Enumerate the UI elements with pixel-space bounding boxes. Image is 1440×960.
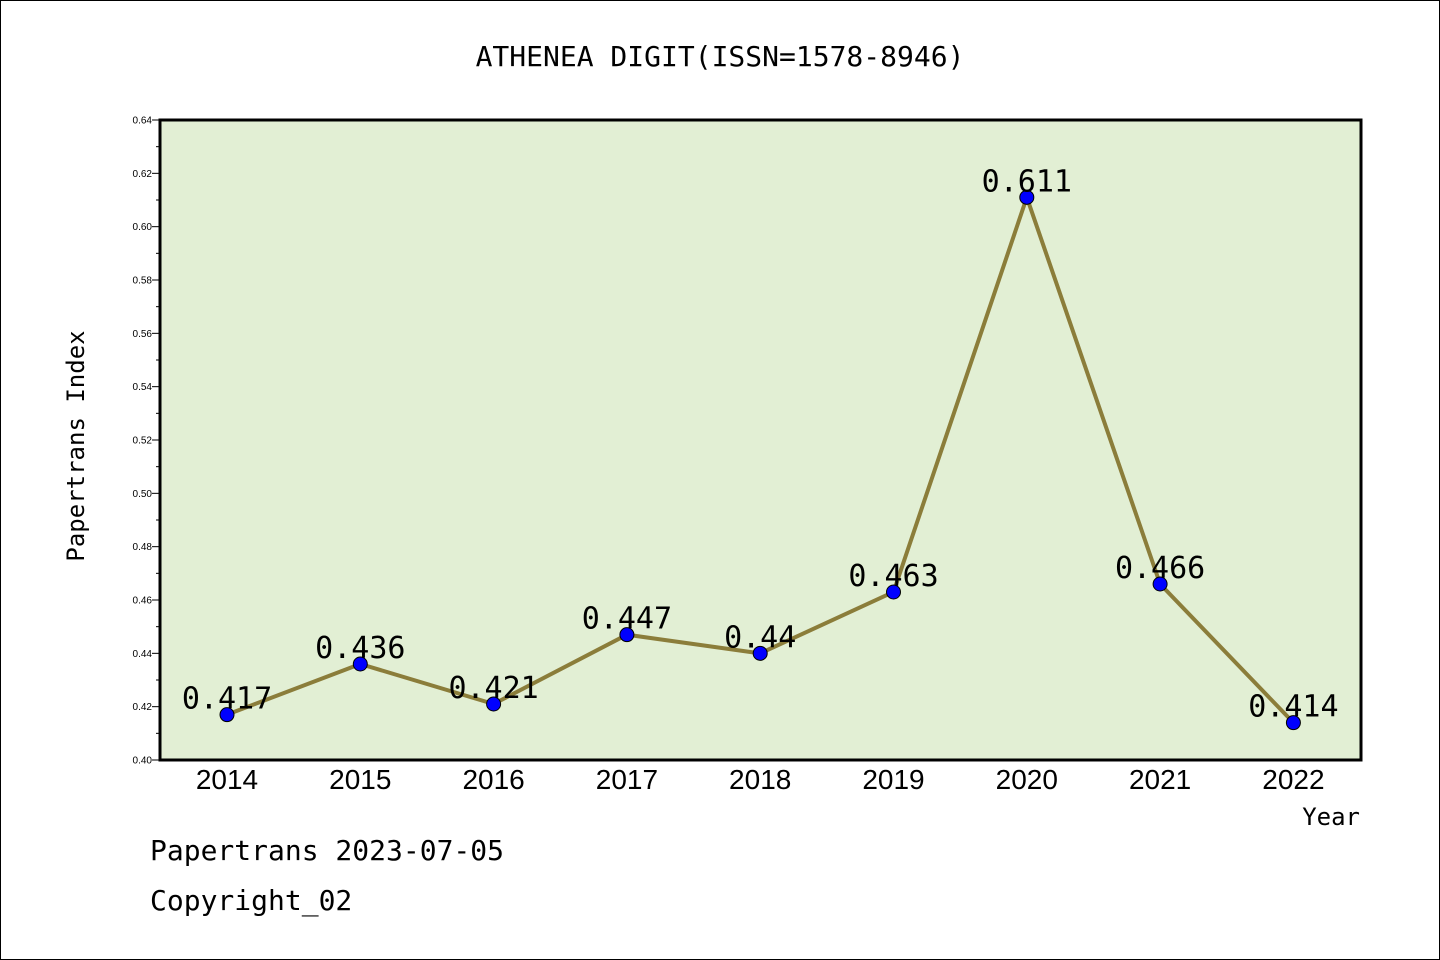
x-tick-label: 2014 bbox=[196, 764, 258, 795]
chart-title: ATHENEA DIGIT(ISSN=1578-8946) bbox=[476, 40, 965, 73]
y-tick-label: 0.40 bbox=[133, 756, 153, 767]
y-tick-label: 0.60 bbox=[133, 222, 153, 233]
data-label: 0.421 bbox=[448, 671, 538, 706]
x-tick-label: 2021 bbox=[1129, 764, 1191, 795]
x-tick-label: 2018 bbox=[729, 764, 791, 795]
y-tick-label: 0.52 bbox=[133, 436, 153, 447]
y-tick-label: 0.56 bbox=[133, 329, 153, 340]
x-tick-label: 2017 bbox=[596, 764, 658, 795]
y-tick-label: 0.54 bbox=[133, 382, 153, 393]
x-tick-label: 2016 bbox=[462, 764, 524, 795]
y-tick-label: 0.62 bbox=[133, 169, 153, 180]
x-tick-label: 2015 bbox=[329, 764, 391, 795]
data-point bbox=[619, 627, 635, 643]
data-point bbox=[352, 656, 368, 672]
y-axis: 0.40 0.42 0.44 0.46 0.48 0.50 0.52 0.54 0.56 0.58… bbox=[133, 116, 160, 767]
x-axis: 2014 2015 2016 2017 2018 2019 2020 2021 2022 bbox=[196, 764, 1325, 795]
data-point bbox=[752, 645, 768, 661]
data-point bbox=[219, 707, 235, 723]
y-tick-label: 0.44 bbox=[133, 649, 153, 660]
x-tick-label: 2019 bbox=[862, 764, 924, 795]
data-label: 0.447 bbox=[582, 602, 672, 637]
data-label: 0.417 bbox=[182, 682, 272, 717]
x-axis-label: Year bbox=[1302, 803, 1360, 831]
y-tick-label: 0.48 bbox=[133, 542, 153, 553]
x-tick-label: 2020 bbox=[996, 764, 1058, 795]
y-axis-label: Papertrans Index bbox=[62, 330, 90, 561]
data-point bbox=[1285, 715, 1301, 731]
data-point bbox=[486, 696, 502, 712]
x-tick-label: 2022 bbox=[1262, 764, 1324, 795]
footer-date: Papertrans 2023-07-05 bbox=[150, 834, 505, 867]
data-point bbox=[886, 584, 901, 600]
data-label: 0.414 bbox=[1248, 690, 1338, 725]
data-label: 0.436 bbox=[315, 631, 405, 666]
y-tick-label: 0.46 bbox=[133, 596, 153, 607]
data-label: 0.611 bbox=[982, 164, 1072, 199]
data-point bbox=[1152, 576, 1168, 592]
y-tick-label: 0.58 bbox=[133, 276, 153, 287]
data-label: 0.44 bbox=[724, 620, 796, 655]
y-tick-label: 0.42 bbox=[133, 702, 153, 713]
footer-copyright: Copyright_02 bbox=[150, 884, 353, 917]
y-tick-label: 0.50 bbox=[133, 489, 153, 500]
data-label: 0.463 bbox=[848, 559, 938, 594]
data-label: 0.466 bbox=[1115, 551, 1205, 586]
series-group: 0.417 0.436 0.421 0.447 0.44 0.463 0.611 0.466 0… bbox=[182, 164, 1339, 731]
y-tick-label: 0.64 bbox=[133, 116, 153, 127]
data-point bbox=[1019, 189, 1035, 205]
